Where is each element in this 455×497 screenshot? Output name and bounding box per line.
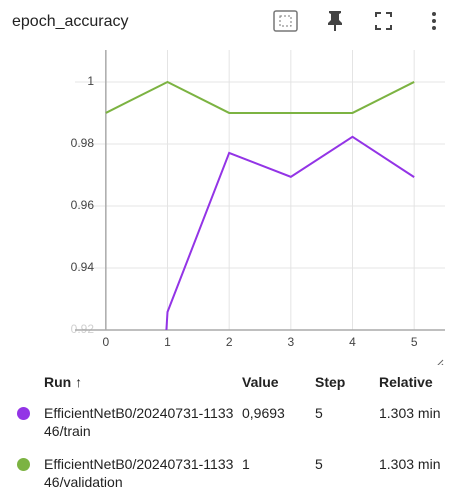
icon-fullscreen[interactable] [375, 12, 392, 30]
x-tick-label: 4 [349, 335, 356, 349]
icon-menu[interactable] [432, 12, 436, 30]
x-tick-label: 3 [287, 335, 294, 349]
icon-pin[interactable] [328, 11, 342, 31]
legend-swatch [17, 407, 30, 420]
value-cell: 1 [242, 456, 250, 472]
y-tick-label: 1 [87, 74, 94, 88]
x-tick-label: 5 [411, 335, 418, 349]
series-line [165, 135, 415, 330]
x-tick-label: 1 [164, 335, 171, 349]
y-tick-label: 0.98 [71, 136, 95, 150]
run-name: EfficientNetB0/20240731-113346/train [44, 405, 234, 439]
relative-cell: 1.303 min [379, 456, 441, 472]
column-header[interactable]: Relative [379, 374, 433, 390]
series-line [105, 80, 415, 114]
y-tick-label: 0.96 [71, 198, 95, 212]
run-name: EfficientNetB0/20240731-113346/validatio… [44, 456, 234, 490]
x-tick-label: 2 [226, 335, 233, 349]
y-tick-label: 0.94 [71, 260, 95, 274]
icon-fit[interactable] [273, 10, 298, 32]
y-tick-label: 0.92 [71, 322, 95, 336]
column-header[interactable]: Step [315, 374, 346, 390]
value-cell: 0,9693 [242, 405, 285, 421]
step-cell: 5 [315, 456, 323, 472]
column-header[interactable]: Value [242, 374, 279, 390]
plot [105, 80, 415, 330]
chart: epoch_accuracy 0.92 0.94 0.96 0.98 1 0 1 2 3 4 5 [12, 10, 445, 365]
resize-handle[interactable] [435, 359, 444, 365]
relative-cell: 1.303 min [379, 405, 441, 421]
step-cell: 5 [315, 405, 323, 421]
x-tick-label: 0 [102, 335, 109, 349]
chart-title: epoch_accuracy [12, 13, 129, 30]
column-header[interactable]: Run ↑ [44, 374, 83, 390]
legend-swatch [17, 458, 30, 471]
